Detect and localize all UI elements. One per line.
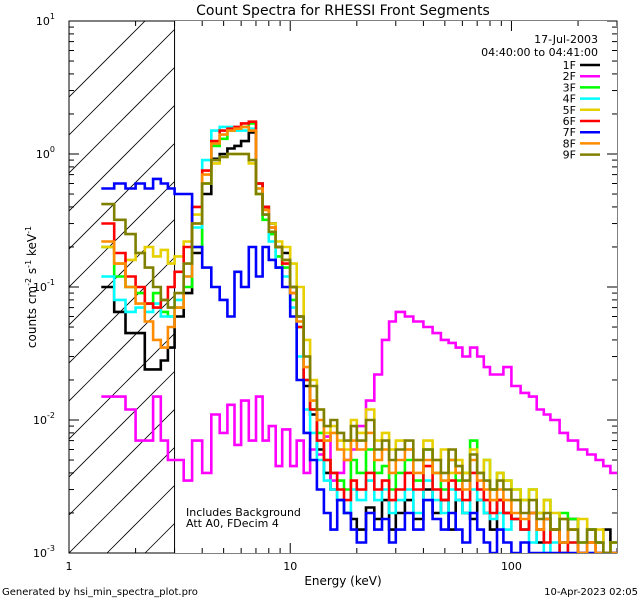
hatch-line (69, 21, 146, 98)
annotation-attenuator: Att A0, FDecim 4 (186, 517, 279, 530)
series-9f-line (101, 152, 617, 553)
hatch-line (69, 21, 184, 136)
y-tick-label: 10-3 (33, 544, 55, 560)
annotation-background: Includes Background (186, 506, 301, 519)
observation-date: 17-Jul-2003 (534, 33, 598, 46)
x-axis: 1 10 100 (66, 21, 618, 573)
x-axis-label: Energy (keV) (304, 574, 381, 588)
y-tick-label: 100 (36, 145, 55, 161)
x-tick-label: 1 (66, 560, 73, 573)
footer-generated-by: Generated by hsi_min_spectra_plot.pro (2, 587, 198, 598)
chart-title: Count Spectra for RHESSI Front Segments (196, 3, 490, 19)
x-tick-label: 10 (283, 560, 297, 573)
legend-label-9f: 9F (563, 149, 576, 162)
y-axis: 101 100 10-1 10-2 10-3 (33, 12, 617, 560)
time-range: 04:40:00 to 04:41:00 (481, 46, 598, 59)
legend-label-7f: 7F (563, 126, 576, 139)
legend-label-6f: 6F (563, 115, 576, 128)
legend-label-2f: 2F (563, 70, 576, 83)
y-tick-label: 101 (36, 12, 55, 28)
legend-label-1f: 1F (563, 59, 576, 72)
legend-label-3f: 3F (563, 81, 576, 94)
legend-label-5f: 5F (563, 104, 576, 117)
series-2f-line (101, 310, 617, 482)
series-7f-line (101, 177, 617, 553)
legend-label-4f: 4F (563, 93, 576, 106)
legend-label-8f: 8F (563, 137, 576, 150)
y-axis-label: counts cm-2 s-1 keV-1 (24, 226, 39, 348)
attenuator-hatch-region (69, 21, 617, 553)
x-tick-label: 100 (501, 560, 522, 573)
series-group (101, 120, 617, 553)
footer-timestamp: 10-Apr-2023 02:05 (544, 587, 638, 598)
y-tick-label: 10-1 (33, 278, 55, 294)
y-tick-label: 10-2 (33, 411, 55, 427)
